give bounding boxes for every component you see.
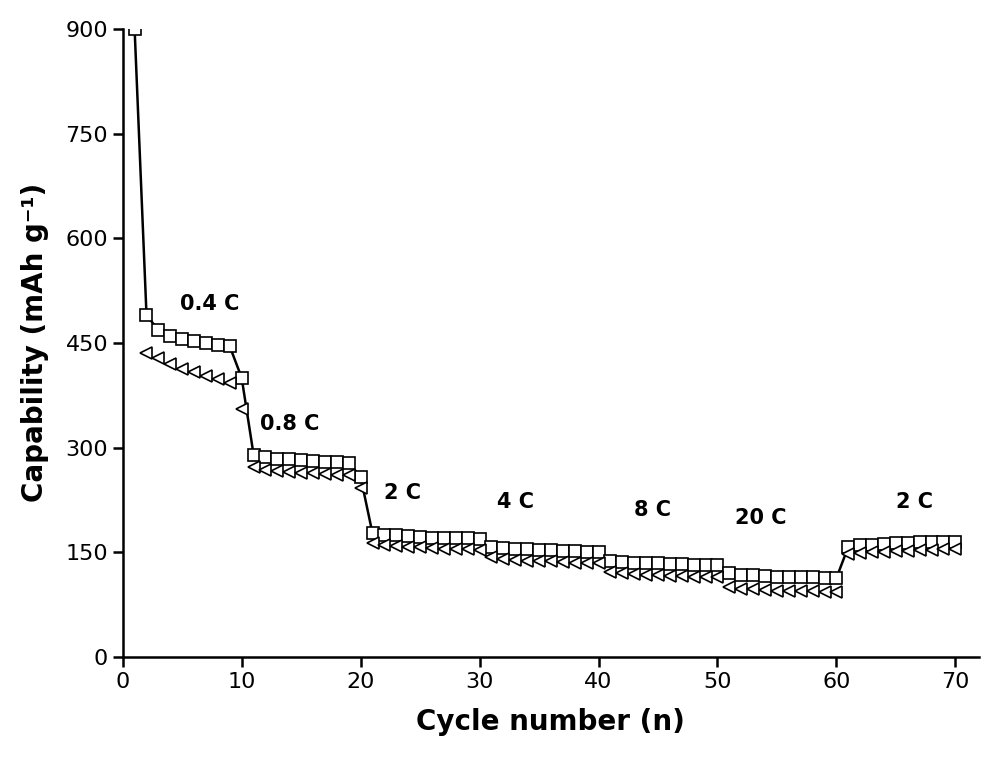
Text: 0.4 C: 0.4 C [180,294,239,313]
Text: 8 C: 8 C [634,500,671,520]
Text: 2 C: 2 C [384,484,421,503]
Y-axis label: Capability (mAh g⁻¹): Capability (mAh g⁻¹) [21,183,49,503]
Text: 0.8 C: 0.8 C [260,413,319,434]
Text: 4 C: 4 C [497,492,534,512]
X-axis label: Cycle number (n): Cycle number (n) [416,708,685,736]
Text: 2 C: 2 C [896,492,933,512]
Text: 20 C: 20 C [735,508,787,528]
